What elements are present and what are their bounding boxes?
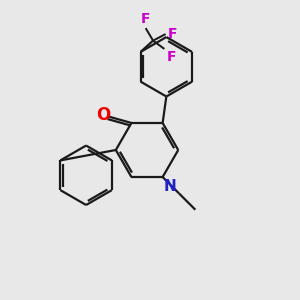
Text: N: N: [164, 178, 177, 194]
Text: F: F: [141, 12, 150, 26]
Text: F: F: [167, 50, 176, 64]
Text: F: F: [168, 27, 177, 41]
Text: O: O: [96, 106, 110, 124]
